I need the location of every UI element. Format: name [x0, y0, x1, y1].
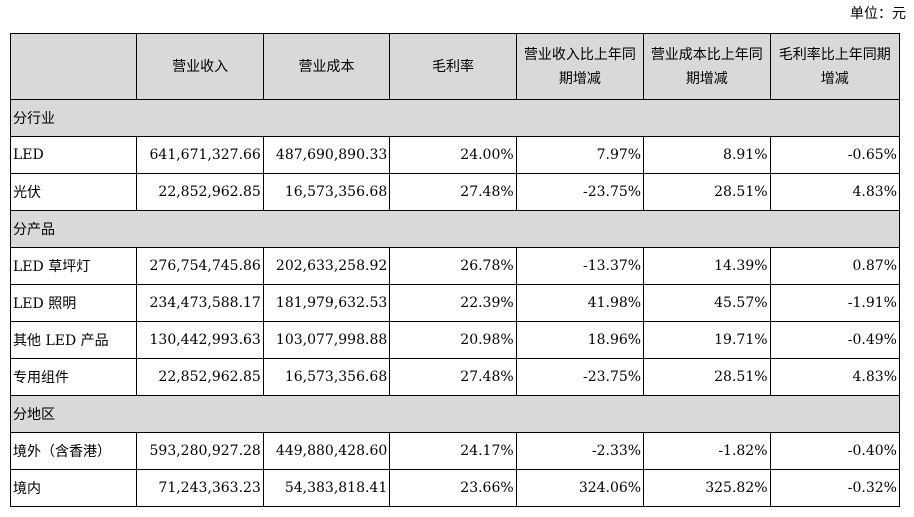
section-title: 分行业: [10, 99, 900, 137]
cell-margin-change: -1.91%: [769, 284, 901, 322]
cell-margin-change: -0.40%: [769, 432, 901, 470]
cell-revenue: 234,473,588.17: [136, 284, 264, 322]
cell-cost: 487,690,890.33: [262, 136, 391, 174]
cell-revenue: 22,852,962.85: [136, 358, 264, 396]
cell-revenue-change: 7.97%: [515, 136, 645, 174]
cell-margin: 22.39%: [389, 284, 517, 322]
cell-margin-change: 4.83%: [769, 358, 901, 396]
cell-cost: 54,383,818.41: [262, 469, 391, 507]
unit-label: 单位：元: [850, 6, 906, 22]
cell-margin: 27.48%: [389, 173, 517, 211]
row-name: 其他 LED 产品: [9, 321, 138, 359]
row-name: 境外（含香港）: [9, 432, 138, 470]
cell-revenue-change: 324.06%: [515, 469, 645, 507]
row-name: LED: [9, 136, 138, 174]
cell-cost-change: -1.82%: [643, 432, 771, 470]
cell-cost-change: 45.57%: [643, 284, 771, 322]
cell-margin: 27.48%: [389, 358, 517, 396]
header-margin: 毛利率: [389, 33, 517, 100]
cell-cost: 202,633,258.92: [262, 247, 391, 285]
cell-cost: 181,979,632.53: [262, 284, 391, 322]
cell-revenue-change: -13.37%: [515, 247, 645, 285]
row-name: 专用组件: [9, 358, 138, 396]
cell-revenue: 71,243,363.23: [136, 469, 264, 507]
table-row: 境外（含香港） 593,280,927.28 449,880,428.60 24…: [9, 432, 901, 470]
cell-margin-change: -0.65%: [769, 136, 901, 174]
header-row: 营业收入 营业成本 毛利率 营业收入比上年同期增减 营业成本比上年同期增减 毛利…: [9, 33, 901, 100]
cell-revenue-change: 18.96%: [515, 321, 645, 359]
cell-revenue-change: 41.98%: [515, 284, 645, 322]
cell-cost: 103,077,998.88: [262, 321, 391, 359]
cell-cost-change: 19.71%: [643, 321, 771, 359]
table-row: 境内 71,243,363.23 54,383,818.41 23.66% 32…: [9, 469, 901, 507]
table-row: 专用组件 22,852,962.85 16,573,356.68 27.48% …: [9, 358, 901, 396]
table-row: LED 641,671,327.66 487,690,890.33 24.00%…: [9, 136, 901, 174]
cell-margin: 26.78%: [389, 247, 517, 285]
cell-cost: 16,573,356.68: [262, 173, 391, 211]
cell-margin: 24.00%: [389, 136, 517, 174]
cell-margin: 24.17%: [389, 432, 517, 470]
table-row: 其他 LED 产品 130,442,993.63 103,077,998.88 …: [9, 321, 901, 359]
cell-revenue: 641,671,327.66: [136, 136, 264, 174]
financial-table: 营业收入 营业成本 毛利率 营业收入比上年同期增减 营业成本比上年同期增减 毛利…: [9, 33, 901, 507]
table-row: LED 照明 234,473,588.17 181,979,632.53 22.…: [9, 284, 901, 322]
table-row: LED 草坪灯 276,754,745.86 202,633,258.92 26…: [9, 247, 901, 285]
row-name: 光伏: [9, 173, 138, 211]
cell-revenue: 22,852,962.85: [136, 173, 264, 211]
cell-revenue: 276,754,745.86: [136, 247, 264, 285]
cell-margin: 20.98%: [389, 321, 517, 359]
cell-margin-change: -0.49%: [769, 321, 901, 359]
cell-margin: 23.66%: [389, 469, 517, 507]
cell-cost-change: 325.82%: [643, 469, 771, 507]
section-title: 分地区: [10, 395, 900, 433]
section-row-industry: 分行业: [10, 99, 900, 137]
header-cost-change: 营业成本比上年同期增减: [643, 33, 771, 100]
header-category: [9, 33, 138, 100]
cell-revenue-change: -23.75%: [515, 173, 645, 211]
cell-margin-change: 0.87%: [769, 247, 901, 285]
cell-revenue-change: -2.33%: [515, 432, 645, 470]
header-revenue: 营业收入: [136, 33, 264, 100]
section-title: 分产品: [10, 210, 900, 248]
cell-cost-change: 14.39%: [643, 247, 771, 285]
cell-cost-change: 28.51%: [643, 358, 771, 396]
section-row-region: 分地区: [10, 395, 900, 433]
cell-cost: 449,880,428.60: [262, 432, 391, 470]
cell-cost-change: 8.91%: [643, 136, 771, 174]
cell-revenue: 593,280,927.28: [136, 432, 264, 470]
row-name: 境内: [9, 469, 138, 507]
header-cost: 营业成本: [262, 33, 391, 100]
section-row-product: 分产品: [10, 210, 900, 248]
table-row: 光伏 22,852,962.85 16,573,356.68 27.48% -2…: [9, 173, 901, 211]
cell-cost: 16,573,356.68: [262, 358, 391, 396]
cell-revenue: 130,442,993.63: [136, 321, 264, 359]
header-revenue-change: 营业收入比上年同期增减: [515, 33, 645, 100]
header-margin-change: 毛利率比上年同期增减: [769, 33, 901, 100]
cell-margin-change: 4.83%: [769, 173, 901, 211]
row-name: LED 草坪灯: [9, 247, 138, 285]
cell-revenue-change: -23.75%: [515, 358, 645, 396]
row-name: LED 照明: [9, 284, 138, 322]
cell-margin-change: -0.32%: [769, 469, 901, 507]
cell-cost-change: 28.51%: [643, 173, 771, 211]
